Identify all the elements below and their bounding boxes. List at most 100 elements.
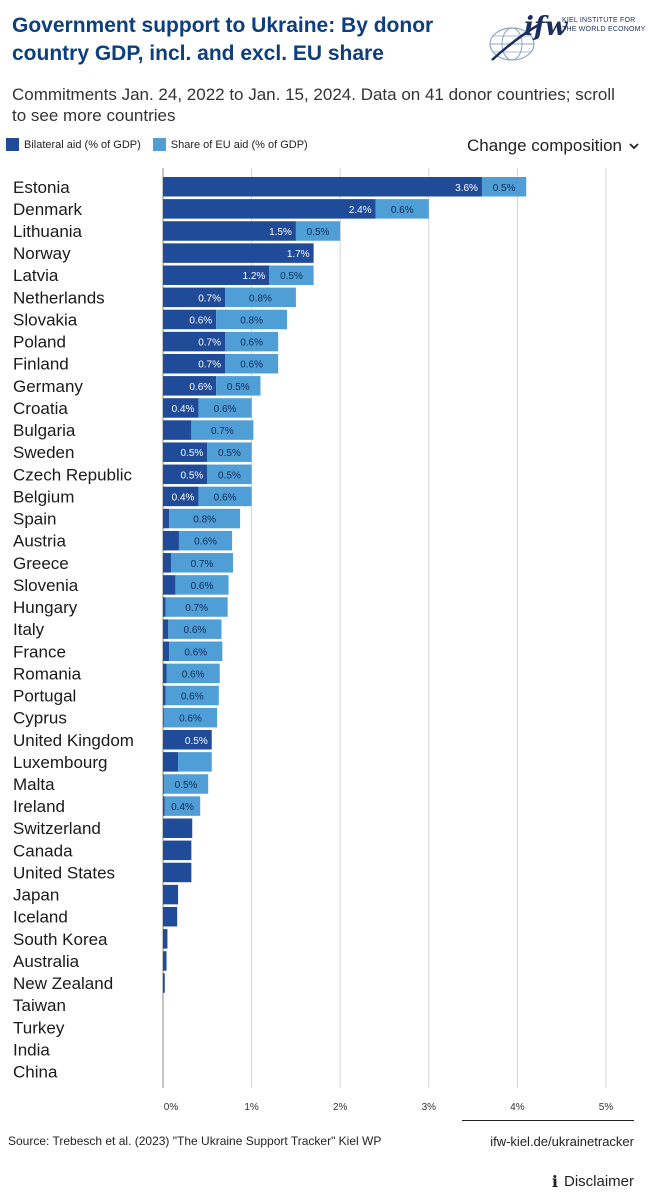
data-label-bilateral: 0.6% [189,315,212,326]
data-label-eu: 0.8% [240,315,263,326]
data-label-bilateral: 0.5% [185,736,208,747]
bar-bilateral [163,553,171,573]
bar-bilateral [163,730,212,750]
bar-bilateral [163,641,170,662]
category-label: Luxembourg [13,753,108,772]
data-label-eu: 0.7% [211,426,234,437]
bar-eu [225,287,296,308]
bar-eu [375,199,429,219]
category-label: Italy [13,620,45,639]
x-tick-label: 1% [244,1102,259,1113]
bar-bilateral [163,376,217,396]
globe-icon [489,22,541,61]
bar-chart: 0% 1% 2% 3% 4% 5% Percent of GDP Estonia 3.6% 0.5… [13,168,613,1120]
data-label-bilateral: 0.7% [198,338,221,349]
category-label: Turkey [13,1018,65,1037]
data-label-eu: 0.8% [249,293,272,304]
bar-bilateral [163,597,166,617]
category-label: South Korea [13,930,108,949]
chevron-down-icon [629,143,639,150]
category-label: Cyprus [13,709,67,728]
category-label: Australia [13,952,80,971]
data-label-bilateral: 0.7% [198,293,221,304]
category-label: Latvia [13,266,59,285]
bar-bilateral [163,752,179,772]
category-label: Taiwan [13,996,66,1015]
data-label-bilateral: 0.5% [181,448,204,459]
data-label-bilateral: 1.5% [269,227,292,238]
category-label: Greece [13,554,69,573]
data-label-eu: 0.6% [183,625,206,636]
category-label: Norway [13,244,71,263]
data-label-eu: 0.6% [179,714,202,725]
data-label-bilateral: 3.6% [455,183,478,194]
data-label-eu: 0.5% [280,271,303,282]
data-label-eu: 0.5% [227,382,250,393]
bar-bilateral [163,575,176,595]
category-label: Lithuania [13,222,83,241]
legend-swatch-eu [152,138,166,151]
logo-text-line2: THE WORLD ECONOMY [562,26,646,33]
category-label: Portugal [13,687,76,706]
category-label: Denmark [13,200,82,219]
bar-bilateral [163,906,178,927]
category-label: Romania [13,664,82,683]
data-label-bilateral: 0.6% [189,382,212,393]
category-label: Croatia [13,399,68,418]
bar-bilateral [163,619,169,639]
category-label: Slovenia [13,576,79,595]
data-label-eu: 0.8% [193,515,216,526]
bar-eu [198,398,252,418]
source-link[interactable]: ifw-kiel.de/ukrainetracker [490,1134,634,1149]
bar-bilateral [163,973,165,993]
change-composition-label: Change composition [467,136,622,155]
bar-eu [169,641,223,662]
data-label-eu: 0.5% [218,470,241,481]
x-tick-label: 2% [333,1102,348,1113]
bar-bilateral [163,221,296,241]
disclaimer-label: Disclaimer [563,1173,634,1190]
category-label: Austria [13,532,66,551]
x-tick-label: 4% [510,1102,525,1113]
data-label-bilateral: 2.4% [349,205,372,216]
data-label-eu: 0.6% [240,360,263,371]
data-label-eu: 0.5% [218,448,241,459]
category-label: Poland [13,333,66,352]
category-label: Bulgaria [13,421,76,440]
bar-eu [164,796,201,816]
bar-eu [225,331,279,352]
category-label: Netherlands [13,288,105,307]
category-label: Iceland [13,908,68,927]
ifw-logo: ifw KIEL INSTITUTE FOR THE WORLD ECONOMY [488,12,645,72]
bar-eu [166,663,220,684]
data-label-eu: 0.6% [194,537,217,548]
category-label: Slovakia [13,310,78,329]
bar-eu [216,376,261,396]
category-label: Czech Republic [13,465,133,484]
data-label-eu: 0.5% [307,227,330,238]
logo-text-line1: KIEL INSTITUTE FOR [562,17,636,24]
bar-eu [165,597,228,617]
change-composition-dropdown[interactable]: Change composition [467,136,640,156]
bar-eu [169,508,241,529]
page-title: Government support to Ukraine: By donor … [12,14,434,65]
data-label-eu: 0.4% [171,802,194,813]
legend-item-bilateral[interactable]: Bilateral aid (% of GDP) [6,138,141,151]
bar-bilateral [163,796,165,816]
bar-eu [207,442,252,462]
data-label-eu: 0.5% [493,183,516,194]
legend-label-eu: Share of EU aid (% of GDP) [170,138,308,151]
legend-swatch-bilateral [6,138,19,151]
data-label-eu: 0.7% [185,603,208,614]
legend-item-eu[interactable]: Share of EU aid (% of GDP) [152,138,308,151]
category-label: Belgium [13,487,74,506]
bar-bilateral [163,929,168,949]
data-label-eu: 0.6% [181,692,204,703]
bar-bilateral [163,707,164,728]
category-label: Spain [13,510,56,529]
data-label-eu: 0.6% [184,647,207,658]
disclaimer-button[interactable]: i Disclaimer [552,1172,634,1191]
bar-eu [170,553,233,573]
bar-bilateral [163,199,376,219]
bar-bilateral [163,862,192,883]
